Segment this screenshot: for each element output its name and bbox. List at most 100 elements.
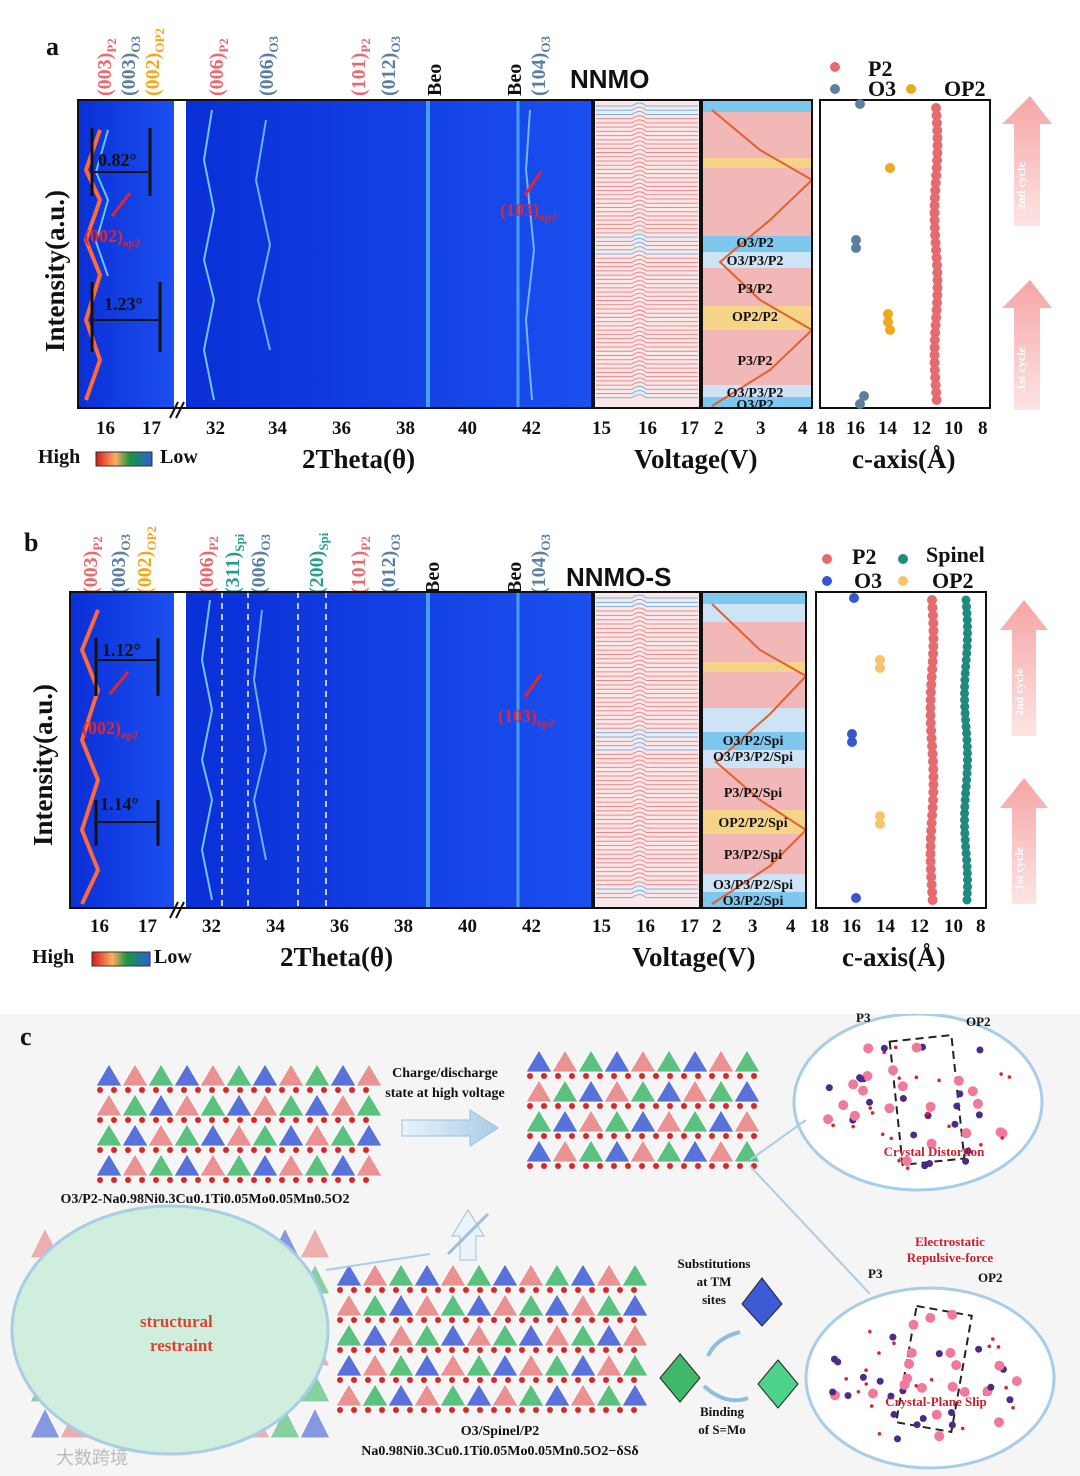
- oxygen-atom: [139, 1147, 145, 1153]
- oxygen-atom: [477, 1317, 483, 1323]
- stack-line: [596, 115, 698, 120]
- heatmap-main-a: [186, 100, 592, 408]
- stack-line: [596, 140, 698, 145]
- oxygen-atom: [167, 1177, 173, 1183]
- caxis-point: [927, 810, 938, 821]
- octahedron: [491, 1383, 519, 1407]
- caxis-point: [961, 655, 971, 665]
- caxis-point: [928, 795, 939, 805]
- electrostatic-2: Repulsive-force: [906, 1250, 994, 1265]
- stack-line: [596, 284, 698, 289]
- stack-line: [596, 233, 698, 238]
- stack-line: [596, 772, 698, 777]
- caxis-point: [927, 595, 937, 605]
- caxis-point: [932, 282, 943, 293]
- stack-line: [596, 894, 698, 899]
- oxygen-atom: [251, 1117, 257, 1123]
- stack-line: [596, 724, 698, 729]
- tick-label: 4: [798, 418, 808, 439]
- oxygen-atom: [97, 1117, 103, 1123]
- caxis-point: [926, 818, 937, 829]
- oxygen-atom: [279, 1147, 285, 1153]
- stack-line: [596, 629, 698, 634]
- oxygen-atom: [293, 1177, 299, 1183]
- atom: [975, 1111, 983, 1119]
- octahedron: [413, 1293, 441, 1317]
- oxygen-atom: [321, 1147, 327, 1153]
- tick-label: 2: [714, 418, 724, 439]
- legend-op2-dot-b: [898, 576, 908, 586]
- stack-line: [596, 368, 698, 373]
- octahedron: [543, 1293, 571, 1317]
- oxygen-atom: [293, 1147, 299, 1153]
- caxis-point: [928, 648, 939, 659]
- stack-line: [596, 161, 698, 166]
- oxygen-atom: [639, 1163, 645, 1169]
- caxis-point: [931, 312, 942, 323]
- caxis-point: [962, 775, 972, 785]
- stack-line: [596, 659, 698, 664]
- atom: [830, 1355, 838, 1363]
- stack-line: [596, 707, 698, 712]
- oxygen-atom: [589, 1287, 595, 1293]
- caxis-point: [932, 275, 943, 286]
- octahedron: [595, 1263, 623, 1287]
- oxygen-atom: [527, 1103, 533, 1109]
- p3-label-top: P3: [856, 1010, 871, 1025]
- atom: [919, 1415, 927, 1423]
- panel-a-letter: a: [46, 32, 59, 61]
- oxygen-atom: [751, 1133, 757, 1139]
- legend-spinel-b: Spinel: [926, 542, 985, 567]
- oxygen-atom: [617, 1317, 623, 1323]
- legend-op2-b: OP2: [932, 568, 974, 593]
- octahedron: [225, 1153, 253, 1177]
- oxygen-atom: [555, 1103, 561, 1109]
- oxygen-atom: [421, 1287, 427, 1293]
- oxygen-atom: [477, 1287, 483, 1293]
- tick-label: 40: [458, 916, 477, 937]
- oxygen-atom: [363, 1087, 369, 1093]
- stack-line: [596, 326, 698, 331]
- octahedron: [277, 1093, 305, 1117]
- stack-line: [596, 833, 698, 838]
- oxygen-atom: [195, 1117, 201, 1123]
- octahedron: [603, 1079, 631, 1103]
- caxis-point: [930, 380, 941, 391]
- oxygen-atom: [195, 1147, 201, 1153]
- oxygen-atom: [209, 1177, 215, 1183]
- oxygen-atom: [533, 1377, 539, 1383]
- tick-label: 40: [458, 418, 477, 439]
- octahedron: [577, 1139, 605, 1163]
- stack-line: [596, 598, 698, 603]
- oxygen-atom: [653, 1103, 659, 1109]
- stack-line: [596, 829, 698, 834]
- legend-o3-dot-a: [830, 84, 840, 94]
- octahedron: [413, 1323, 441, 1347]
- stack-line: [596, 789, 698, 794]
- caxis-point: [931, 387, 942, 398]
- oxygen-atom: [737, 1103, 743, 1109]
- oxygen-atom: [597, 1163, 603, 1169]
- structural-restraint-2: restraint: [150, 1336, 213, 1355]
- structural-restraint-1: structural: [140, 1312, 213, 1331]
- stack-line: [596, 759, 698, 764]
- octahedron: [525, 1049, 553, 1073]
- octahedron: [199, 1123, 227, 1147]
- oxygen-atom: [533, 1407, 539, 1413]
- oxygen-atom: [463, 1377, 469, 1383]
- oxygen-atom: [681, 1163, 687, 1169]
- caxis-point: [960, 795, 970, 805]
- octahedron: [95, 1093, 123, 1117]
- octahedron: [707, 1139, 735, 1163]
- oxygen-atom: [393, 1347, 399, 1353]
- octahedron: [173, 1153, 201, 1177]
- caxis-point: [925, 848, 936, 859]
- octahedron: [681, 1079, 709, 1103]
- arrow-text-2: state at high voltage: [385, 1086, 505, 1101]
- oxygen-atom: [449, 1287, 455, 1293]
- oxygen-atom: [477, 1347, 483, 1353]
- octahedron: [95, 1153, 123, 1177]
- oxygen-atom: [547, 1287, 553, 1293]
- caxis-point: [962, 622, 972, 632]
- atom: [844, 1392, 852, 1400]
